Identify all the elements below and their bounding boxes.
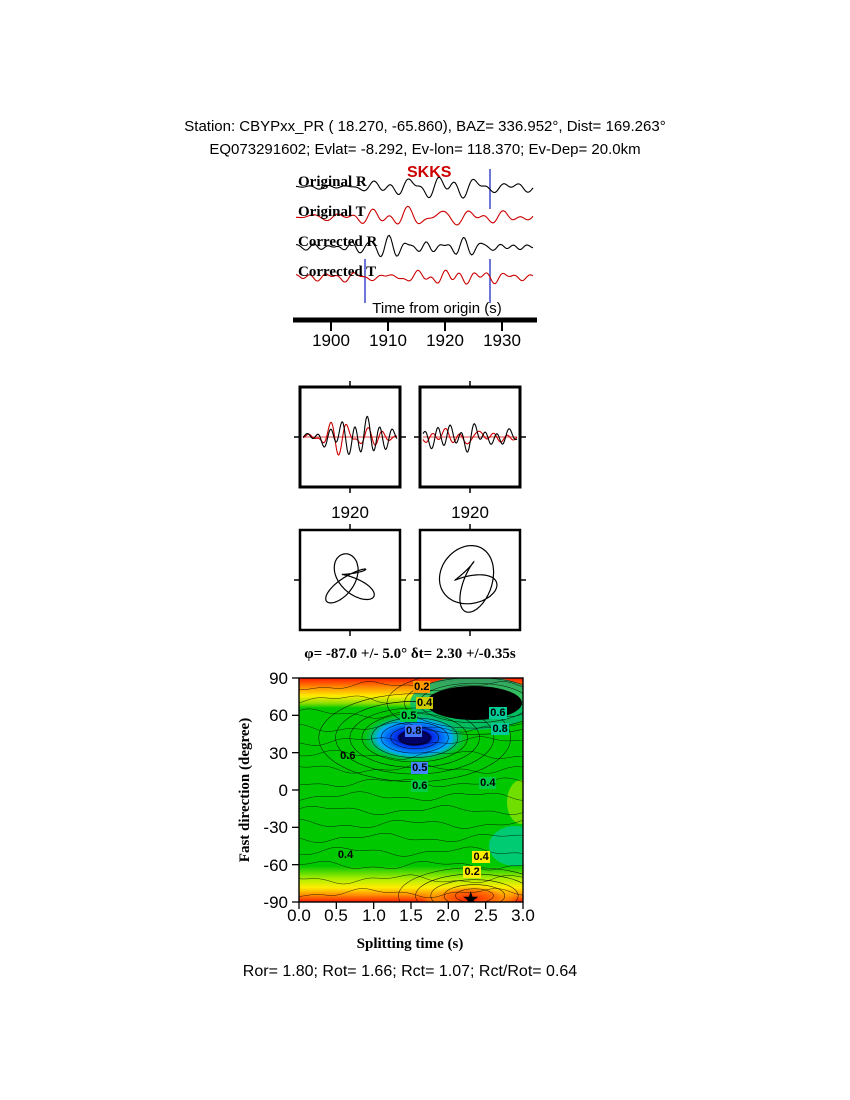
windowed-trace-r [302, 415, 398, 456]
ytick-label: -90 [263, 893, 288, 912]
particle-motion-left [294, 524, 406, 636]
trace-label-original-t: Original T [298, 204, 366, 220]
time-tick-label: 1900 [312, 331, 350, 350]
contour-annotation: 0.5 [411, 761, 429, 774]
panel-frame [298, 528, 402, 632]
time-tick-label: 1930 [483, 331, 521, 350]
window-waveform-right [414, 381, 526, 493]
particle-motion-curve [438, 545, 498, 613]
time-tick-label: 1920 [426, 331, 464, 350]
event-header-line: EQ073291602; Evlat= -8.292, Ev-lon= 118.… [209, 141, 641, 158]
particle-motion-curve [325, 553, 375, 604]
window-right-tick-label: 1920 [451, 503, 489, 522]
contour-annotation: 0.4 [472, 850, 490, 863]
window-waveform-left [294, 381, 406, 493]
contour-annotation: 0.5 [400, 710, 418, 723]
panel-frame [418, 528, 522, 632]
contour-annotation-layer: 0.2 0.4 0.5 0.8 0.6 0.8 0.5 0.6 0.4 0.6 0.4 0.4 0.2 [299, 678, 523, 902]
seismogram-trace [295, 269, 534, 285]
ratio-results: Ror= 1.80; Rot= 1.66; Rct= 1.07; Rct/Rot… [242, 963, 578, 980]
contour-annotation: 0.4 [337, 848, 354, 861]
ytick-label: 60 [269, 706, 288, 725]
seismogram-trace [295, 234, 534, 258]
contour-annotation: 0.2 [463, 866, 481, 879]
xtick-label: 0.5 [324, 906, 348, 925]
y-axis-title: Fast direction (degree) [237, 717, 253, 863]
waveform-panel [293, 169, 537, 331]
ytick-label: 90 [269, 669, 288, 688]
trace-label-corrected-r: Corrected R [298, 234, 378, 250]
ytick-label: -60 [263, 856, 288, 875]
splitting-result-title: φ= -87.0 +/- 5.0° δt= 2.30 +/-0.35s [304, 646, 516, 662]
xtick-label: 1.5 [399, 906, 423, 925]
xtick-label: 2.5 [474, 906, 498, 925]
seismogram-trace [295, 176, 534, 199]
best-fit-star-marker [463, 891, 479, 902]
station-header-line: Station: CBYPxx_PR ( 18.270, -65.860), B… [184, 118, 666, 135]
particle-motion-right [414, 524, 526, 636]
time-tick-label: 1910 [369, 331, 407, 350]
contour-annotation: 0.6 [340, 750, 356, 763]
time-axis-title: Time from origin (s) [372, 300, 502, 317]
xtick-label: 0.0 [287, 906, 311, 925]
xtick-label: 2.0 [436, 906, 460, 925]
contour-annotation: 0.6 [489, 706, 507, 719]
ytick-label: 30 [269, 744, 288, 763]
window-left-tick-label: 1920 [331, 503, 369, 522]
contour-annotation: 0.4 [479, 776, 497, 789]
trace-label-original-r: Original R [298, 174, 367, 190]
phase-label: SKKS [407, 164, 452, 181]
contour-annotation: 0.2 [413, 680, 431, 693]
x-axis-title: Splitting time (s) [356, 936, 464, 952]
windowed-trace-r [422, 423, 518, 453]
yellow-edge-region [507, 780, 523, 824]
ytick-label: -30 [263, 818, 288, 837]
contour-annotation: 0.6 [411, 779, 429, 792]
trace-label-corrected-t: Corrected T [298, 264, 377, 280]
seismogram-trace [296, 205, 534, 226]
contour-annotation: 0.8 [405, 725, 423, 738]
contour-annotation: 0.8 [491, 723, 509, 736]
xtick-label: 3.0 [511, 906, 535, 925]
contour-annotation: 0.4 [415, 697, 434, 710]
ytick-label: 0 [278, 781, 288, 800]
xtick-label: 1.0 [362, 906, 386, 925]
